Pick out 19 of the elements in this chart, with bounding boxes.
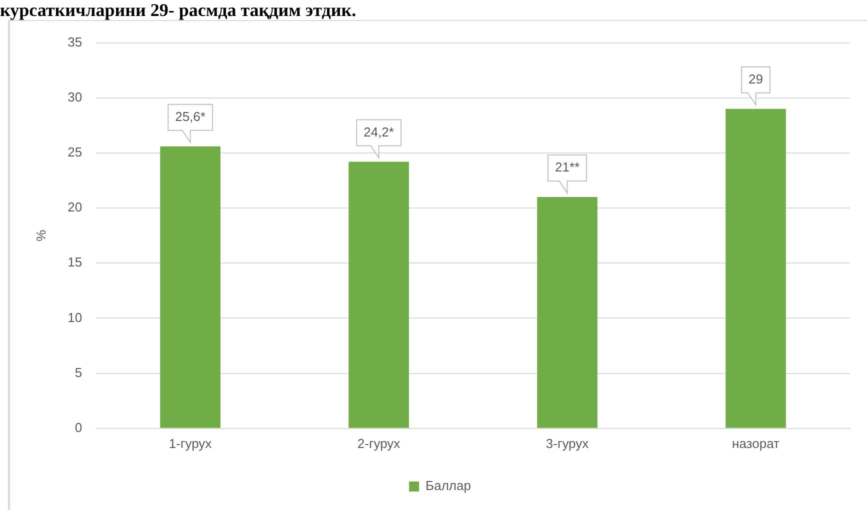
- y-tick-label: 15: [68, 254, 82, 270]
- y-tick-label: 20: [68, 200, 82, 215]
- data-label: 29: [748, 71, 763, 86]
- data-label: 21**: [554, 160, 580, 175]
- y-tick-label: 30: [68, 89, 82, 104]
- y-tick-label: 10: [68, 310, 82, 325]
- x-tick-label: 1-гурух: [168, 436, 212, 451]
- y-tick-label: 5: [74, 364, 82, 380]
- text: курсаткичларини 29- расмда тақдим этдик.: [0, 0, 356, 20]
- data-label: 25,6*: [175, 108, 206, 124]
- legend-label: Баллар: [426, 478, 471, 494]
- y-tick-label: 0: [74, 420, 82, 435]
- y-tick-label: 25: [68, 144, 82, 160]
- x-tick-label: назорат: [732, 436, 780, 451]
- x-tick-label: 2-гурух: [357, 436, 401, 451]
- y-axis-title: %: [33, 229, 48, 242]
- x-tick-label: 3-гурух: [546, 436, 590, 451]
- y-tick-label: 35: [68, 34, 82, 50]
- data-label: 24,2*: [364, 124, 394, 140]
